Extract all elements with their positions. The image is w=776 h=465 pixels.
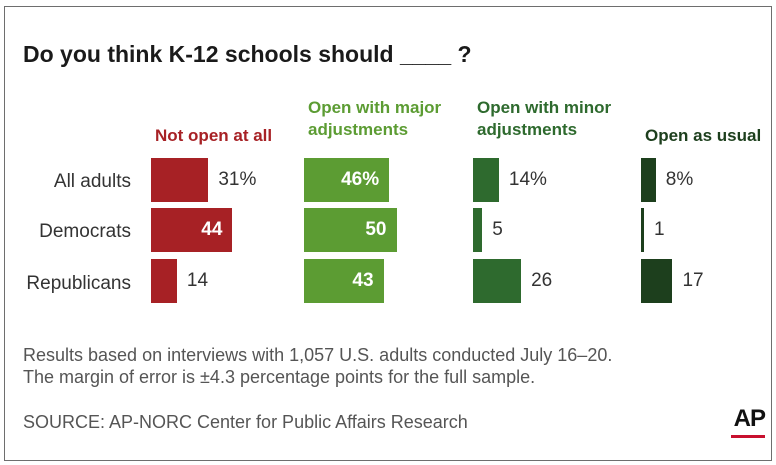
bar-value-label: 14 — [186, 270, 209, 291]
col-header-not-open: Not open at all — [155, 125, 272, 147]
bar-value-label: 1 — [654, 219, 665, 240]
col-header-line1: Open with minor — [477, 98, 612, 117]
col-header-major: Open with major adjustments — [308, 97, 441, 141]
row-label-all-adults: All adults — [53, 171, 131, 192]
col-header-line2: adjustments — [308, 120, 409, 139]
bar-value-label: 46% — [341, 169, 380, 190]
note-sample: Results based on interviews with 1,057 U… — [23, 345, 613, 365]
bar — [641, 259, 673, 303]
bar — [473, 259, 522, 303]
bar-value-label: 8% — [665, 169, 694, 190]
bar-value-label: 5 — [492, 219, 503, 240]
row-label-republicans: Republicans — [26, 273, 131, 294]
bar-value-label: 26 — [531, 270, 553, 291]
bar — [151, 259, 177, 303]
bar-value-label: 44 — [201, 219, 223, 240]
chart-title: Do you think K-12 schools should ____ ? — [23, 41, 472, 67]
col-header-minor: Open with minor adjustments — [477, 97, 611, 141]
bar-value-label: 31% — [218, 169, 257, 190]
bar — [304, 208, 397, 252]
bar — [151, 158, 209, 202]
bar — [641, 158, 656, 202]
ap-logo: AP — [733, 405, 766, 432]
bar — [151, 208, 233, 252]
col-header-line2: Not open at all — [155, 126, 273, 145]
bar — [304, 259, 384, 303]
row-label-democrats: Democrats — [39, 221, 131, 242]
bar — [473, 158, 499, 202]
col-header-usual: Open as usual — [645, 125, 761, 147]
bar — [304, 158, 390, 202]
bar-value-label: 43 — [352, 270, 374, 291]
bar-value-label: 14% — [508, 169, 547, 190]
col-header-line2: Open as usual — [645, 126, 762, 145]
ap-logo-rule — [731, 435, 765, 438]
chart-frame: Do you think K-12 schools should ____ ? … — [4, 6, 772, 461]
note-margin: The margin of error is ±4.3 percentage p… — [23, 367, 536, 387]
col-header-line1: Open with major — [308, 98, 442, 117]
source-note: SOURCE: AP-NORC Center for Public Affair… — [23, 412, 468, 432]
bar-value-label: 17 — [682, 270, 704, 291]
col-header-line2: adjustments — [477, 120, 578, 139]
bar — [641, 208, 644, 252]
bar — [473, 208, 483, 252]
bar-value-label: 50 — [365, 219, 387, 240]
